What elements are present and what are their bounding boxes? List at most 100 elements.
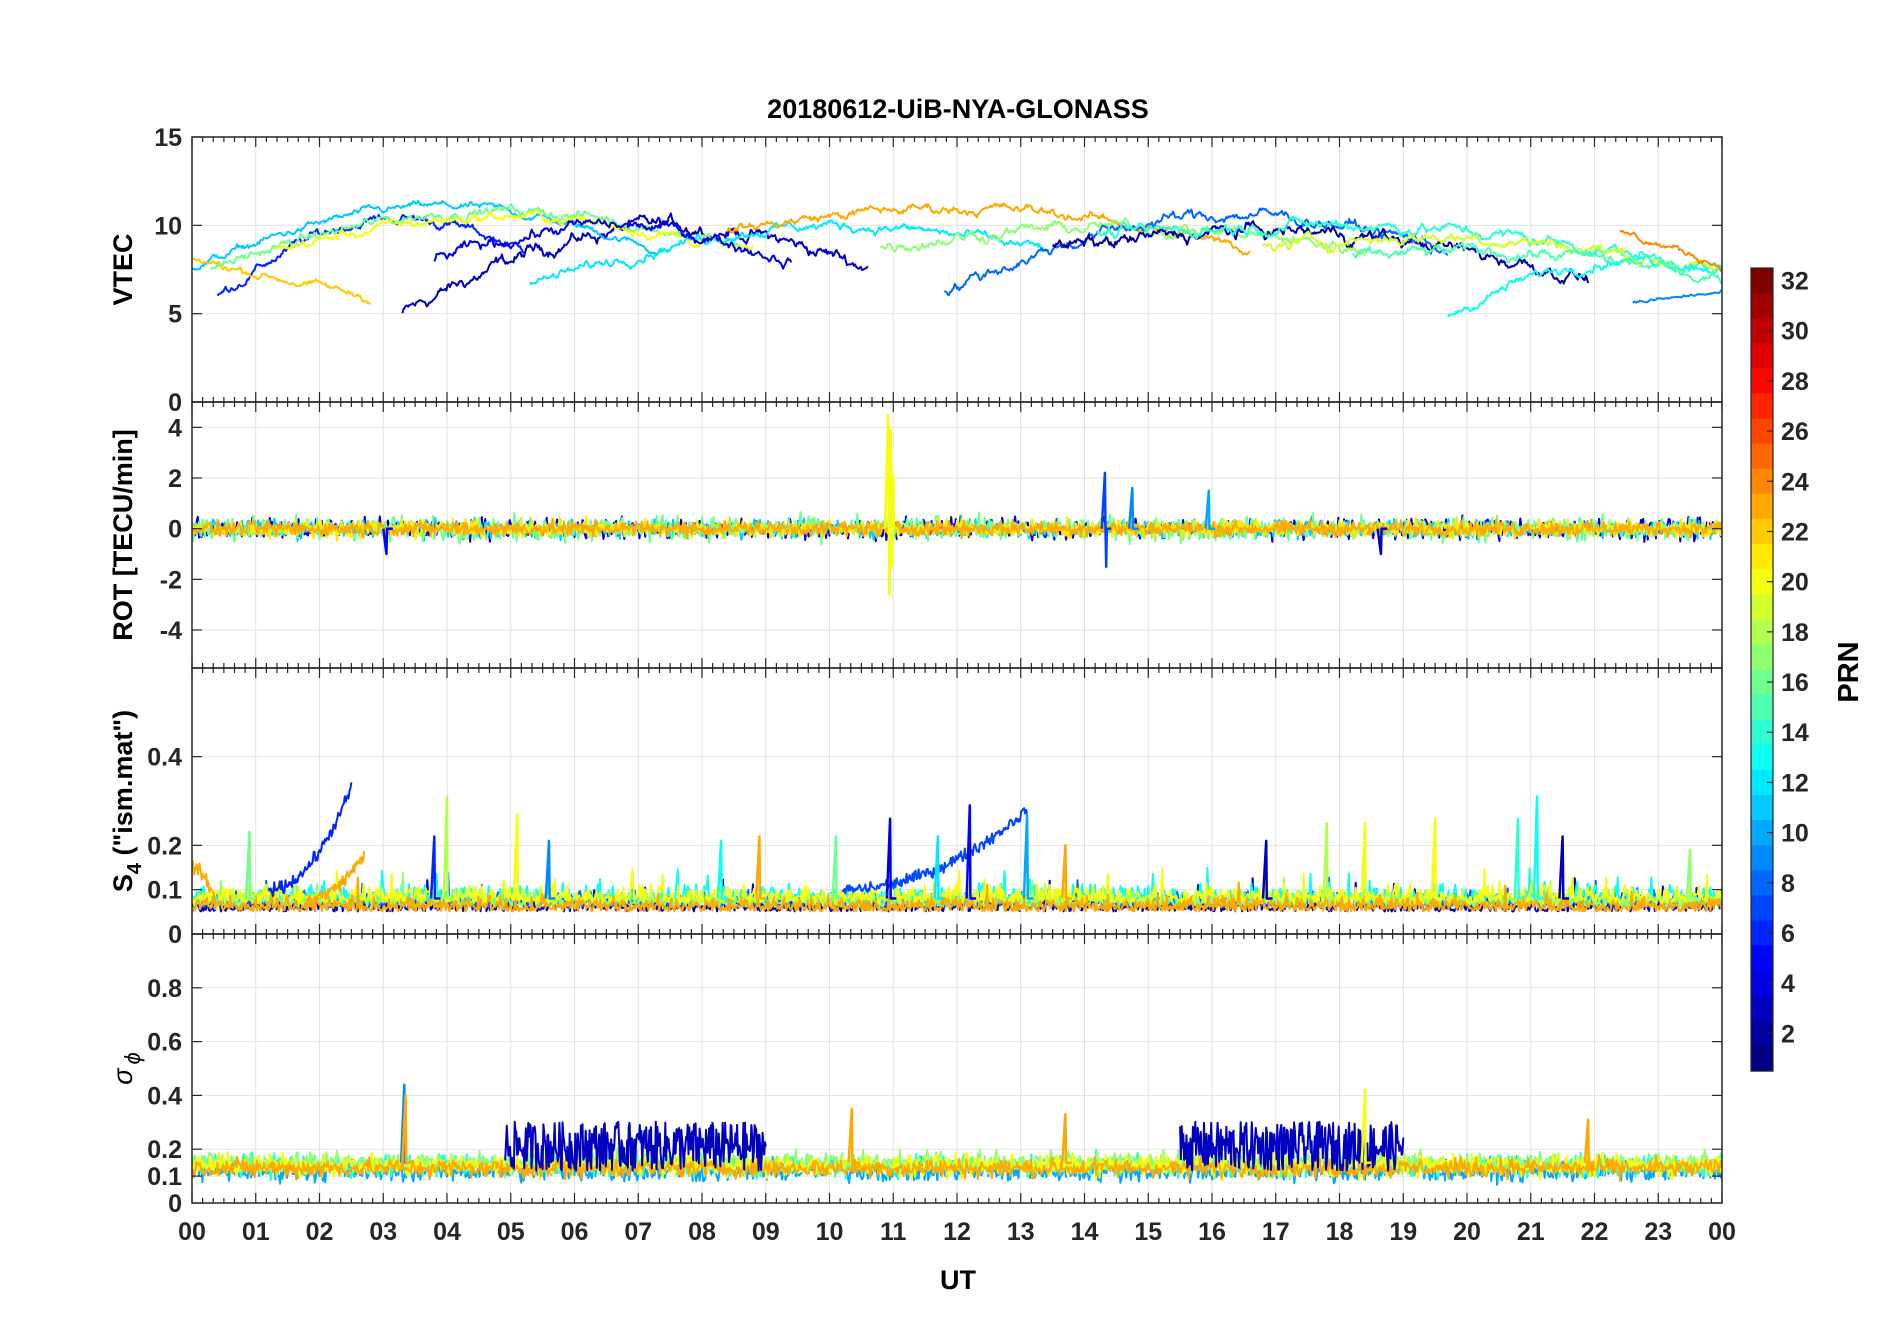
- x-tick-labels: 00 01 02 03 04 05 06 07 08 09 10 11 12 13 14 15 16 17 18 19…: [178, 1218, 1736, 1246]
- x-tick-label: 05: [497, 1218, 525, 1246]
- y-tick-label: 0.6: [147, 1029, 182, 1057]
- colorbar-tick-label: 24: [1781, 468, 1809, 496]
- x-axis-label: UT: [940, 1265, 976, 1295]
- y-tick-label: 5: [168, 301, 182, 329]
- x-ticks-rot: [191, 402, 1723, 668]
- x-tick-label: 10: [816, 1218, 844, 1246]
- series-s4: [192, 782, 1722, 913]
- x-tick-label: 00: [178, 1218, 206, 1246]
- colorbar-swatch: [1751, 569, 1773, 595]
- series-sigma_phi: [192, 1083, 1722, 1186]
- x-tick-label: 16: [1198, 1218, 1226, 1246]
- colorbar-tick-label: 4: [1781, 970, 1795, 998]
- x-tick-label: 01: [242, 1218, 270, 1246]
- colorbar-swatch: [1751, 594, 1773, 620]
- spike-prn-16: [244, 830, 256, 900]
- spike-prn-14: [1513, 817, 1525, 900]
- spike-prn-20: [1360, 821, 1372, 900]
- spike-prn-9: [544, 839, 556, 900]
- spike-prn-16: [831, 835, 843, 900]
- colorbar-tick-label: 32: [1781, 268, 1809, 296]
- colorbar-tick-label: 18: [1781, 619, 1809, 647]
- series-line-prn-23: [192, 1153, 1722, 1182]
- spike-prn-10: [1022, 813, 1034, 900]
- colorbar-swatch: [1751, 870, 1773, 896]
- colorbar-swatch: [1751, 468, 1773, 495]
- colorbar-swatch: [1751, 895, 1773, 922]
- series-line-prn-20: [274, 209, 754, 251]
- series-line-prn-2: [1051, 220, 1590, 285]
- colorbar-swatch: [1751, 268, 1773, 294]
- x-tick-label: 06: [561, 1218, 589, 1246]
- x-tick-label: 20: [1453, 1218, 1481, 1246]
- x-tick-label: 21: [1517, 1218, 1545, 1246]
- y-tick-label: -2: [160, 566, 182, 594]
- spike-prn-3: [1558, 835, 1569, 900]
- colorbar-frame: [1750, 267, 1774, 1072]
- y-axis-label-vtec: VTEC: [108, 233, 138, 305]
- y-tick-label: 0.4: [147, 744, 182, 772]
- y-tick-label: 0.4: [147, 1082, 182, 1110]
- colorbar-tick-label: 20: [1781, 569, 1809, 597]
- spike-prn-12: [933, 835, 945, 900]
- colorbar-swatch: [1751, 669, 1773, 696]
- chart-title: 20180612-UiB-NYA-GLONASS: [767, 94, 1149, 124]
- spike-prn-9: [1127, 486, 1139, 530]
- colorbar-swatch: [1751, 694, 1773, 721]
- series-line-prn-19: [1262, 230, 1722, 273]
- spike-prn-23: [1583, 1118, 1595, 1164]
- spike-prn-4: [885, 817, 897, 900]
- colorbar-swatch: [1751, 318, 1773, 344]
- series-line-prn-24: [1619, 229, 1722, 273]
- colorbar-tick-label: 12: [1781, 769, 1809, 797]
- x-tick-label: 17: [1262, 1218, 1290, 1246]
- spike-prn-18: [1322, 821, 1334, 900]
- colorbar-swatch: [1751, 719, 1773, 746]
- colorbar-swatch: [1751, 920, 1773, 947]
- x-tick-label: 13: [1007, 1218, 1035, 1246]
- y-axis-vtec: 0 5 10 15: [154, 124, 1722, 417]
- spike-prn-10: [1204, 489, 1216, 530]
- colorbar-swatch: [1751, 945, 1773, 972]
- y-tick-label: -4: [160, 617, 182, 645]
- spike-prn-23: [401, 1094, 412, 1164]
- colorbar-tick-label: 16: [1781, 669, 1809, 697]
- y-axis-label-s4: S4 ("ism.mat"): [108, 710, 146, 892]
- y-tick-label: 0.2: [147, 1136, 182, 1164]
- colorbar-swatch: [1751, 493, 1773, 520]
- series-line-prn-23: [192, 876, 1722, 913]
- colorbar-tick-label: 28: [1781, 368, 1809, 396]
- colorbar-swatch: [1751, 368, 1773, 395]
- colorbar-tick-label: 10: [1781, 820, 1809, 848]
- colorbar-swatch: [1751, 418, 1773, 445]
- panel-rot: -4 -2 0 2 4 ROT [TECU/min]: [108, 401, 1723, 669]
- y-tick-label: 0.2: [147, 832, 182, 860]
- x-ticks-s4: [191, 668, 1723, 934]
- y-tick-label: 0: [168, 516, 182, 544]
- x-tick-label: 14: [1071, 1218, 1099, 1246]
- y-tick-label: 4: [168, 414, 182, 442]
- y-axis-s4: 0 0.1 0.2 0.4: [147, 744, 1722, 949]
- x-tick-label: 15: [1134, 1218, 1162, 1246]
- ramp-line-prn-7: [841, 807, 1029, 895]
- colorbar-tick-label: 6: [1781, 920, 1795, 948]
- series-line-prn-15: [1352, 241, 1722, 284]
- y-axis-rot: -4 -2 0 2 4: [160, 414, 1722, 645]
- series-line-prn-9: [1632, 289, 1722, 304]
- colorbar-tick-label: 14: [1781, 719, 1809, 747]
- colorbar-tick-label: 30: [1781, 318, 1809, 346]
- panel-sigma_phi: 00.10.2 0.4 0.6 0.8 σϕ: [108, 933, 1723, 1218]
- spike-prn-7: [1100, 471, 1112, 568]
- x-tick-label: 23: [1644, 1218, 1672, 1246]
- x-tick-label: 02: [306, 1218, 334, 1246]
- y-axis-sigma_phi: 00.10.2 0.4 0.6 0.8: [147, 975, 1722, 1218]
- x-ticks-sigma_phi: [191, 934, 1723, 1203]
- colorbar-tick-label: 22: [1781, 518, 1809, 546]
- spike-prn-20: [512, 813, 524, 900]
- x-tick-label: 18: [1326, 1218, 1354, 1246]
- series-line-prn-13: [1446, 254, 1722, 318]
- burst-line-prn-3: [504, 1120, 767, 1172]
- spike-prn-20: [1360, 1088, 1372, 1164]
